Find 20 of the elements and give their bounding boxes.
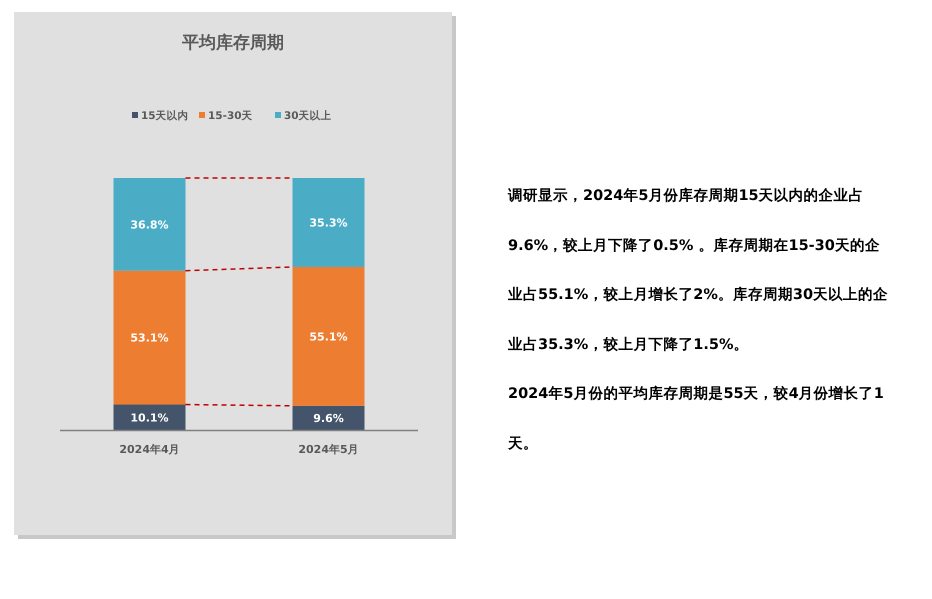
bar <box>114 270 186 405</box>
legend-label: 15天以内 <box>141 109 189 122</box>
bar <box>114 178 186 271</box>
legend-label: 30天以上 <box>284 109 332 122</box>
x-tick-label: 2024年4月 <box>119 443 180 456</box>
bar <box>114 404 186 430</box>
bar <box>292 266 364 406</box>
data-label: 10.1% <box>130 411 169 424</box>
x-tick-label: 2024年5月 <box>298 443 359 456</box>
chart-title: 平均库存周期 <box>181 33 284 53</box>
data-label: 9.6% <box>313 412 344 425</box>
data-label: 53.1% <box>130 332 169 345</box>
data-label: 55.1% <box>309 330 348 344</box>
data-label: 35.3% <box>309 216 348 230</box>
legend-label: 15-30天 <box>208 110 253 122</box>
bar <box>292 178 364 267</box>
bar <box>292 406 364 430</box>
text: 2024年5月份的平均库存周期是55天，较4月份增长了1天。 <box>508 386 884 452</box>
text: 调研显示，2024年5月份库存周期15天以内的企业占9.6%，较上月下降了0.5% 。库存周期在15-30天的企业占55.1%，较上月增长了2%。库存周期30天以上的企业占35.3%，较上月下降了1.5%。 <box>508 188 888 352</box>
data-label: 36.8% <box>130 218 169 232</box>
